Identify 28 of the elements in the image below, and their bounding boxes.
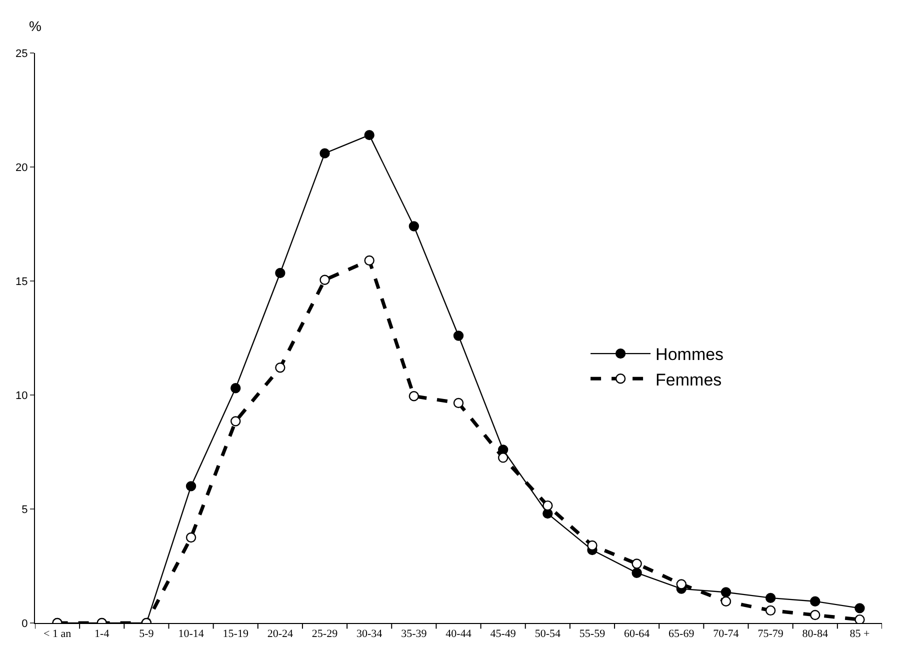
x-tick-label: 60-64 xyxy=(624,628,650,640)
x-tick-label: 50-54 xyxy=(534,628,561,640)
x-tick-label: 75-79 xyxy=(758,628,784,640)
x-tick-label: 15-19 xyxy=(222,628,249,640)
x-tick-label: 65-69 xyxy=(668,628,695,640)
x-tick-label: 25-29 xyxy=(312,628,338,640)
y-tick-label: 15 xyxy=(16,276,28,288)
x-tick-label: < 1 an xyxy=(43,628,72,640)
y-axis-title: % xyxy=(29,18,42,34)
x-tick-label: 85 + xyxy=(850,628,870,640)
x-tick-label: 5-9 xyxy=(139,628,154,640)
y-tick-label: 10 xyxy=(16,390,28,402)
y-tick-label: 25 xyxy=(16,48,28,60)
legend-label: Femmes xyxy=(656,370,722,390)
y-tick-label: 0 xyxy=(22,618,28,630)
x-tick-label: 40-44 xyxy=(446,628,472,640)
x-tick-label: 20-24 xyxy=(267,628,294,640)
x-tick-label: 45-49 xyxy=(490,628,516,640)
x-tick-label: 35-39 xyxy=(401,628,428,640)
y-tick-label: 20 xyxy=(16,162,28,174)
x-tick-label: 80-84 xyxy=(802,628,828,640)
x-tick-label: 1-4 xyxy=(94,628,110,640)
x-tick-label: 55-59 xyxy=(579,628,606,640)
legend-label: Hommes xyxy=(656,345,724,364)
x-tick-label: 70-74 xyxy=(713,628,740,640)
y-tick-label: 5 xyxy=(22,504,28,516)
x-tick-label: 30-34 xyxy=(356,628,383,640)
x-tick-label: 10-14 xyxy=(178,628,204,640)
